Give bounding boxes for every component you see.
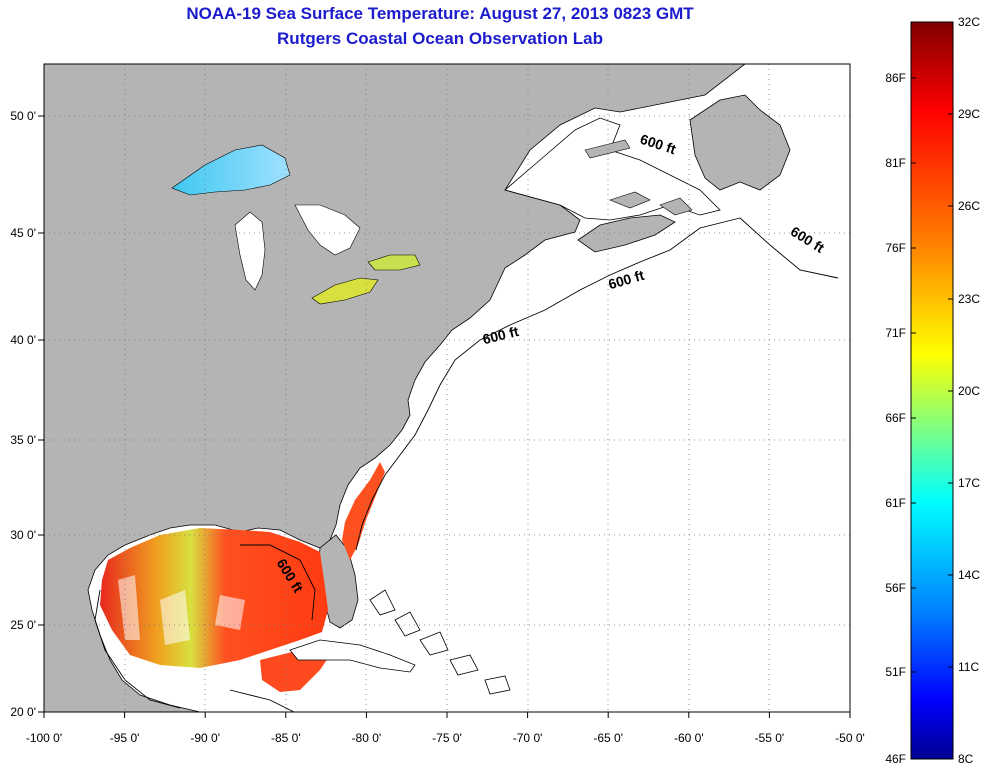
latitude-axis: 50 0' 45 0' 40 0' 35 0' 30 0' 25 0' 20 0'	[10, 109, 44, 719]
lat-tick-label: 45 0'	[10, 226, 36, 240]
cuba-land	[289, 639, 416, 673]
lon-tick-label: -70 0'	[513, 731, 543, 745]
shelf-contour	[94, 217, 839, 712]
colorbar-fahrenheit-labels: 86F 81F 76F 71F 66F 61F 56F 51F 46F	[885, 71, 916, 766]
colorbar-c-label: 32C	[958, 15, 980, 29]
anticosti-island	[584, 139, 631, 159]
colorbar-f-label: 51F	[885, 665, 906, 679]
lon-tick-label: -85 0'	[271, 731, 301, 745]
lat-tick-label: 35 0'	[10, 433, 36, 447]
gulf-sst-streaks	[118, 575, 245, 645]
graticule	[44, 64, 850, 712]
colorbar-f-label: 56F	[885, 581, 906, 595]
prince-edward-island	[609, 191, 651, 209]
lake-erie	[311, 277, 379, 305]
cape-breton	[659, 197, 693, 216]
lon-tick-label: -80 0'	[352, 731, 382, 745]
gulf-of-st-lawrence	[504, 117, 721, 221]
colorbar-c-label: 8C	[958, 752, 974, 766]
lat-tick-label: 25 0'	[10, 618, 36, 632]
colorbar	[910, 21, 954, 760]
colorbar-celsius-labels: 32C 29C 26C 23C 20C 17C 14C 11C 8C	[948, 15, 980, 766]
colorbar-f-label: 61F	[885, 496, 906, 510]
bahamas-islands	[369, 589, 511, 695]
yucatan-sst	[260, 650, 330, 692]
atlantic-coast-sst	[342, 462, 385, 560]
lon-tick-label: -50 0'	[835, 731, 865, 745]
lon-tick-label: -95 0'	[110, 731, 140, 745]
newfoundland-land	[689, 94, 791, 191]
map-title: NOAA-19 Sea Surface Temperature: August …	[186, 4, 694, 23]
lat-tick-label: 50 0'	[10, 109, 36, 123]
colorbar-f-label: 46F	[885, 752, 906, 766]
colorbar-c-label: 11C	[958, 660, 979, 674]
lon-tick-label: -65 0'	[593, 731, 623, 745]
colorbar-f-label: 86F	[885, 71, 906, 85]
lon-tick-label: -100 0'	[26, 731, 62, 745]
lat-tick-label: 30 0'	[10, 528, 36, 542]
colorbar-c-label: 23C	[958, 292, 980, 306]
colorbar-f-label: 81F	[885, 156, 906, 170]
colorbar-c-label: 17C	[958, 476, 980, 490]
lon-tick-label: -60 0'	[674, 731, 704, 745]
lake-michigan	[234, 211, 266, 291]
lake-ontario	[367, 254, 421, 271]
nova-scotia	[577, 214, 676, 253]
lat-tick-label: 20 0'	[10, 705, 36, 719]
lon-tick-label: -55 0'	[755, 731, 785, 745]
colorbar-c-label: 26C	[958, 199, 980, 213]
lon-tick-label: -90 0'	[190, 731, 220, 745]
lon-tick-label: -75 0'	[432, 731, 462, 745]
lake-superior	[171, 144, 291, 196]
colorbar-f-label: 76F	[885, 241, 906, 255]
colorbar-c-label: 14C	[958, 568, 980, 582]
great-lakes	[171, 144, 421, 305]
longitude-axis: -100 0' -95 0' -90 0' -85 0' -80 0' -75 0' -70…	[26, 712, 865, 745]
colorbar-f-label: 71F	[885, 326, 906, 340]
gulf-sst-field	[100, 528, 328, 668]
colorbar-c-label: 29C	[958, 107, 980, 121]
lat-tick-label: 40 0'	[10, 333, 36, 347]
colorbar-c-label: 20C	[958, 384, 980, 398]
map-subtitle: Rutgers Coastal Ocean Observation Lab	[277, 29, 603, 48]
colorbar-f-label: 66F	[885, 411, 906, 425]
lake-huron	[294, 204, 361, 256]
